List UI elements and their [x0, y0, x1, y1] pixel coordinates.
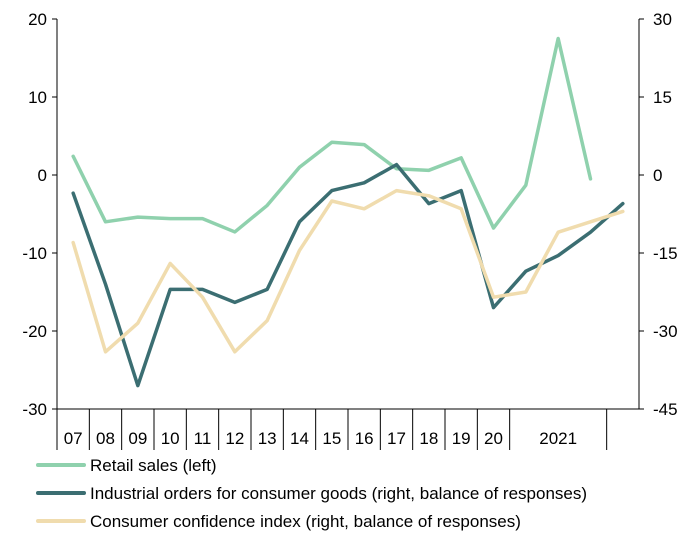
- right-tick-label: -30: [653, 322, 678, 341]
- x-tick-label: 18: [419, 429, 438, 448]
- x-tick-label: 12: [225, 429, 244, 448]
- series-line-3: [71, 188, 625, 354]
- right-tick-label: -45: [653, 400, 678, 419]
- left-tick-label: -20: [22, 322, 47, 341]
- left-tick-label: -30: [22, 400, 47, 419]
- legend-label: Retail sales (left): [90, 456, 217, 475]
- x-tick-label: 19: [452, 429, 471, 448]
- left-tick-label: -10: [22, 244, 47, 263]
- left-tick-label: 0: [38, 166, 47, 185]
- left-tick-label: 10: [28, 88, 47, 107]
- left-tick-label: 20: [28, 10, 47, 29]
- right-tick-label: 15: [653, 88, 672, 107]
- x-tick-label: 15: [322, 429, 341, 448]
- legend-label: Consumer confidence index (right, balanc…: [90, 512, 521, 531]
- series-line-2: [71, 162, 625, 388]
- x-tick-label: 17: [387, 429, 406, 448]
- right-tick-label: 30: [653, 10, 672, 29]
- legend: Retail sales (left) Industrial orders for…: [36, 456, 587, 531]
- axes: 20 10 0 -10 -20 -30 30 15 0 -15 -30 -45 07 08 09 10 11 12…: [22, 10, 678, 450]
- legend-label: Industrial orders for consumer goods (ri…: [90, 484, 587, 503]
- series-lines: [71, 36, 625, 388]
- x-tick-label: 2021: [539, 429, 577, 448]
- x-tick-label: 14: [290, 429, 309, 448]
- series-line-1: [71, 36, 593, 234]
- x-tick-label: 10: [161, 429, 180, 448]
- x-tick-label: 16: [355, 429, 374, 448]
- x-tick-label: 20: [484, 429, 503, 448]
- x-tick-label: 07: [64, 429, 83, 448]
- x-tick-label: 11: [194, 429, 212, 448]
- x-tick-label: 09: [128, 429, 147, 448]
- x-tick-label: 13: [258, 429, 277, 448]
- x-tick-label: 08: [96, 429, 115, 448]
- right-tick-label: 0: [653, 166, 662, 185]
- right-tick-label: -15: [653, 244, 678, 263]
